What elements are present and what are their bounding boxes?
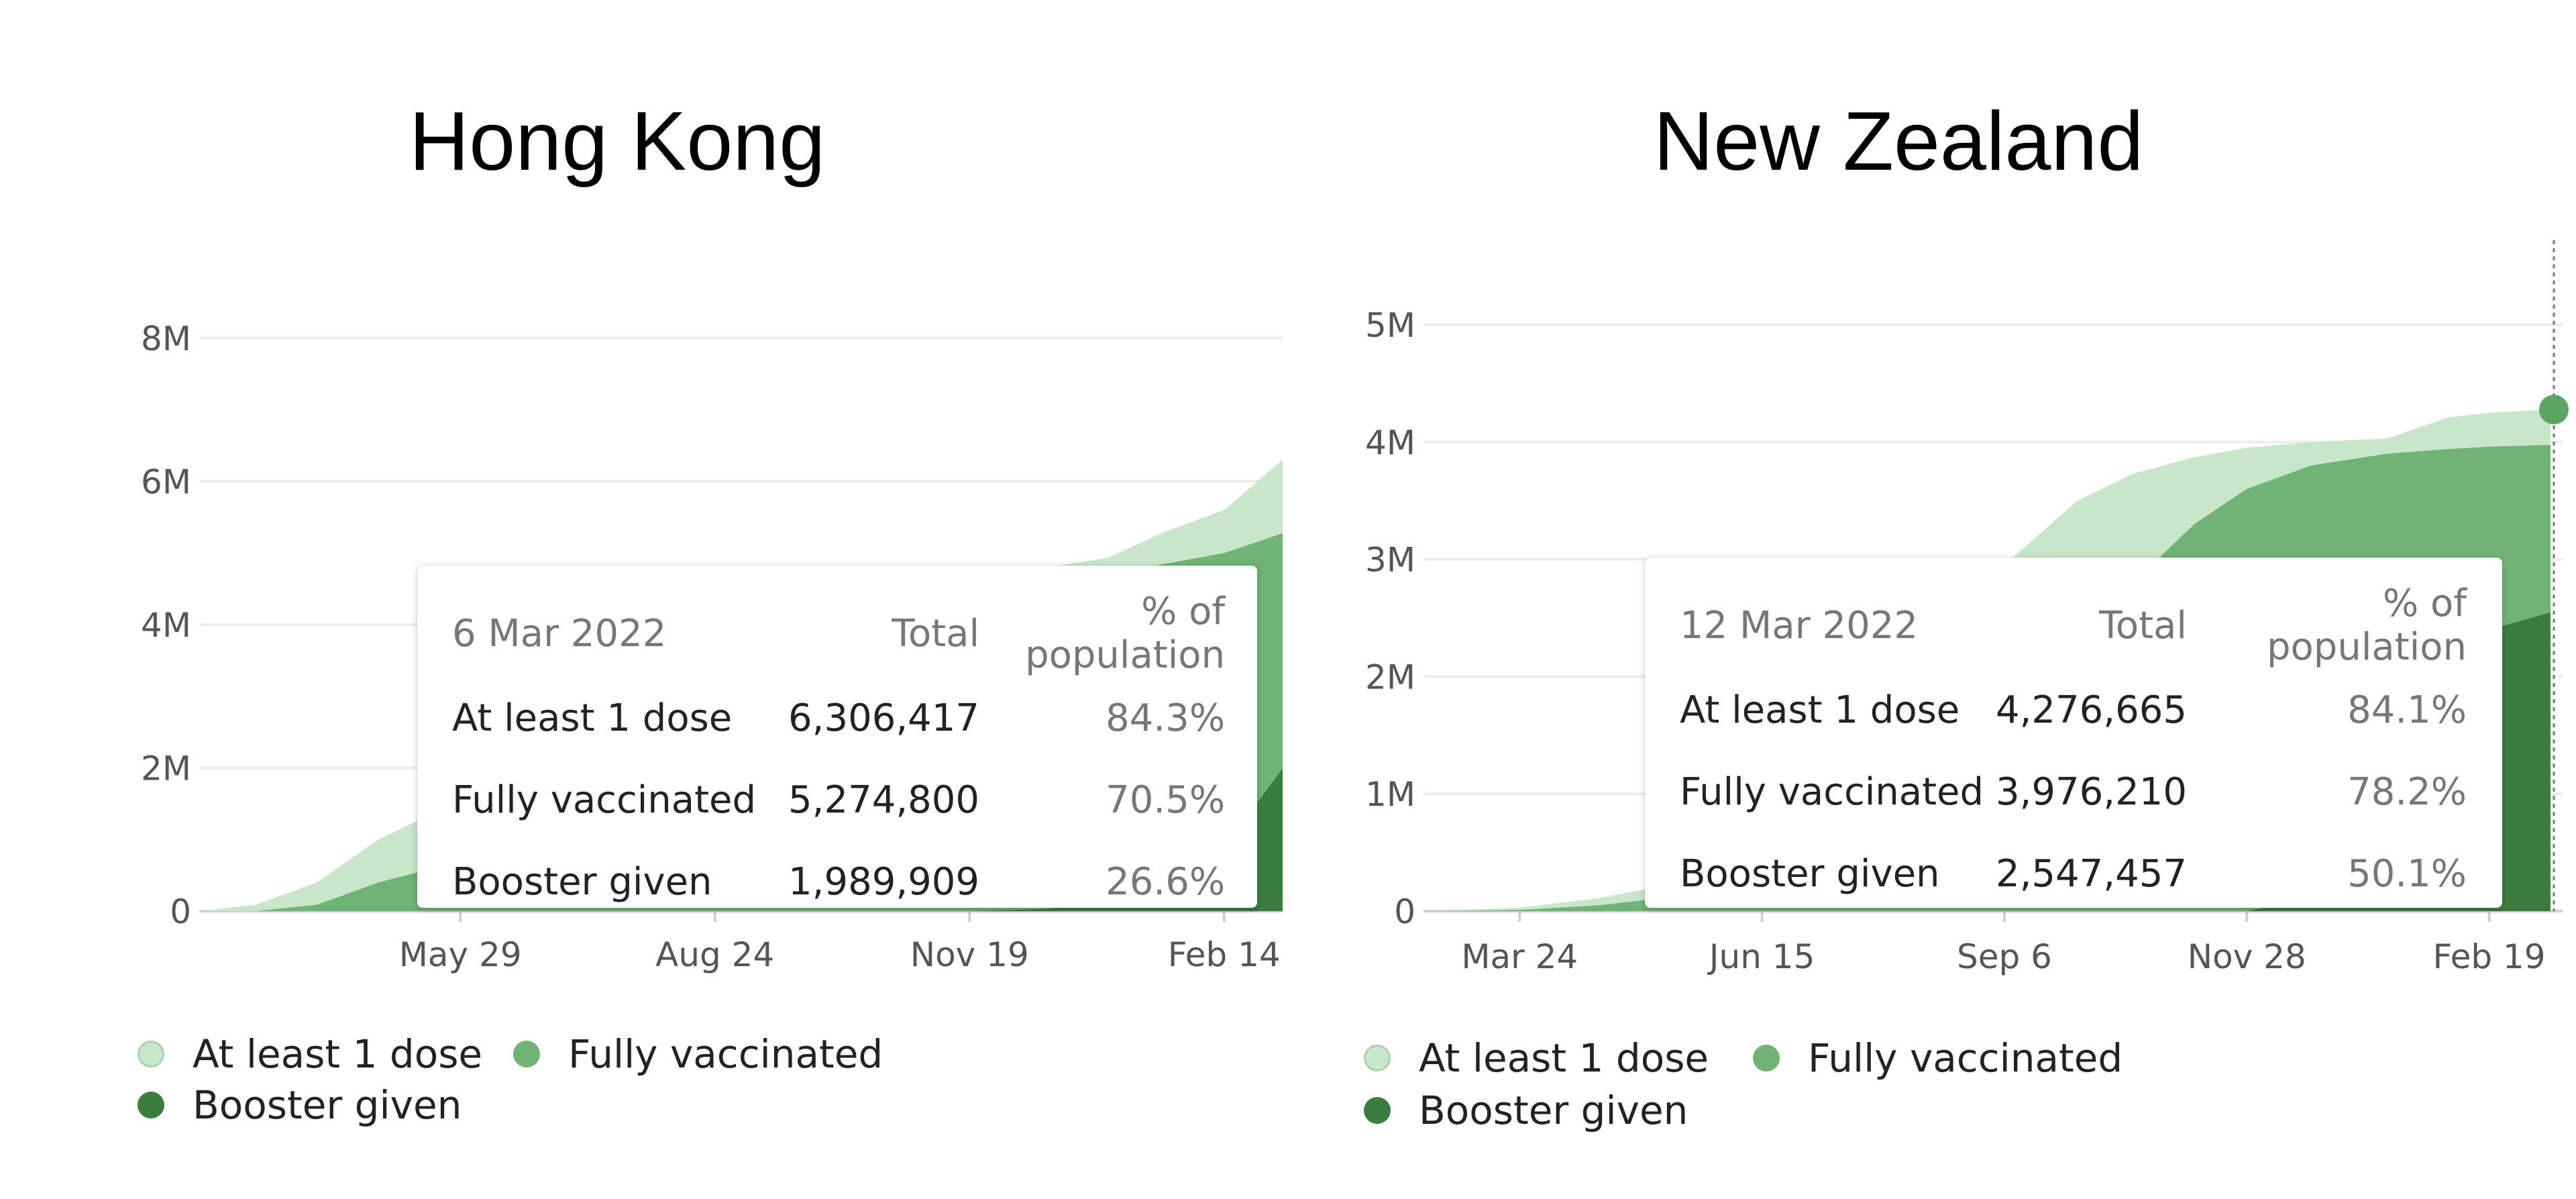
tooltip-row-pct: 50.1%	[2347, 851, 2467, 896]
chart-panel-new-zealand: New Zealand 0 1M 2M 3M 4M 5M Mar 24 Jun 15 Sep 6…	[1328, 0, 2576, 1199]
data-tooltip: 6 Mar 2022 Total % of population At leas…	[417, 566, 1257, 908]
chart-title: New Zealand	[1653, 95, 2144, 188]
tooltip-row-total: 2,547,457	[1995, 851, 2187, 896]
legend-swatch-dark-green	[1364, 1097, 1391, 1124]
legend-swatch-medium-green	[1753, 1045, 1780, 1072]
tooltip-row: Fully vaccinated 5,274,800 70.5%	[452, 759, 1225, 841]
tooltip-row-label: Fully vaccinated	[452, 778, 757, 822]
x-tick-label: Feb 19	[2433, 937, 2546, 976]
x-tick-label: Jun 15	[1707, 937, 1815, 976]
x-tick-label: Aug 24	[655, 935, 774, 974]
y-tick-label: 0	[170, 892, 191, 931]
x-tick-label: May 29	[399, 935, 522, 974]
legend-item-at-least-1-dose[interactable]: At least 1 dose	[138, 1031, 482, 1077]
tooltip-row-pct: 26.6%	[1106, 859, 1226, 904]
tooltip-header-pct: % of population	[2267, 582, 2467, 669]
tooltip-row-total: 3,976,210	[1995, 770, 2187, 814]
chart-title: Hong Kong	[409, 95, 826, 188]
tooltip-row-label: At least 1 dose	[452, 696, 733, 740]
x-tick-label: Sep 6	[1957, 937, 2052, 976]
tooltip-row-total: 5,274,800	[788, 778, 980, 822]
tooltip-row-label: Booster given	[1680, 851, 1940, 896]
tooltip-date: 6 Mar 2022	[452, 611, 667, 656]
tooltip-header-total: Total	[892, 611, 980, 656]
tooltip-row-label: At least 1 dose	[1680, 688, 1960, 732]
legend-label: Fully vaccinated	[1808, 1035, 2123, 1081]
legend-item-booster-given[interactable]: Booster given	[1364, 1088, 1688, 1133]
legend-label: Booster given	[193, 1082, 462, 1128]
tooltip-row-pct: 70.5%	[1106, 778, 1226, 822]
y-tick-label: 8M	[141, 319, 191, 358]
tooltip-date: 12 Mar 2022	[1680, 603, 1919, 647]
y-tick-label: 6M	[141, 463, 191, 502]
tooltip-header-total: Total	[2099, 603, 2187, 647]
x-tick-label: Nov 19	[910, 935, 1029, 974]
hover-marker[interactable]	[2539, 395, 2569, 425]
y-tick-label: 1M	[1365, 775, 1415, 814]
legend-item-booster-given[interactable]: Booster given	[138, 1082, 462, 1128]
data-tooltip: 12 Mar 2022 Total % of population At lea…	[1645, 558, 2502, 908]
tooltip-row: Fully vaccinated 3,976,210 78.2%	[1680, 751, 2467, 833]
legend-swatch-light-green	[138, 1041, 164, 1067]
legend-label: Fully vaccinated	[568, 1031, 883, 1077]
x-tick-label: Mar 24	[1461, 937, 1578, 976]
legend-item-at-least-1-dose[interactable]: At least 1 dose	[1364, 1035, 1709, 1081]
tooltip-row-pct: 78.2%	[2347, 770, 2467, 814]
y-tick-label: 2M	[141, 749, 191, 788]
legend-swatch-light-green	[1364, 1045, 1391, 1072]
legend-label: At least 1 dose	[193, 1031, 483, 1077]
tooltip-row-total: 6,306,417	[788, 696, 980, 740]
legend-item-fully-vaccinated[interactable]: Fully vaccinated	[1753, 1035, 2123, 1081]
y-tick-label: 4M	[1365, 423, 1415, 462]
legend-swatch-dark-green	[138, 1092, 164, 1118]
y-tick-label: 3M	[1365, 541, 1415, 580]
x-tick-label: Nov 28	[2188, 937, 2306, 976]
tooltip-row: Booster given 2,547,457 50.1%	[1680, 833, 2467, 915]
tooltip-row-pct: 84.1%	[2347, 688, 2467, 732]
legend-label: Booster given	[1419, 1088, 1688, 1133]
tooltip-row-pct: 84.3%	[1106, 696, 1226, 740]
chart-panel-hong-kong: Hong Kong 0 2M 4M 6M 8M May 29 Aug 24 Nov 19 Feb…	[138, 95, 1283, 1128]
legend-swatch-medium-green	[513, 1041, 540, 1067]
tooltip-row: At least 1 dose 4,276,665 84.1%	[1680, 669, 2467, 751]
tooltip-header-pct: % of population	[1025, 590, 1226, 677]
y-tick-label: 4M	[141, 606, 191, 645]
tooltip-row-label: Fully vaccinated	[1680, 770, 1984, 814]
legend-item-fully-vaccinated[interactable]: Fully vaccinated	[513, 1031, 883, 1077]
tooltip-row: Booster given 1,989,909 26.6%	[452, 841, 1225, 923]
tooltip-row: At least 1 dose 6,306,417 84.3%	[452, 677, 1225, 759]
y-tick-label: 2M	[1365, 658, 1415, 696]
y-tick-label: 0	[1394, 892, 1415, 931]
tooltip-row-label: Booster given	[452, 859, 712, 904]
x-tick-label: Feb 14	[1168, 935, 1281, 974]
legend-label: At least 1 dose	[1419, 1035, 1709, 1081]
y-tick-label: 5M	[1365, 306, 1415, 345]
tooltip-row-total: 4,276,665	[1995, 688, 2187, 732]
tooltip-row-total: 1,989,909	[788, 859, 980, 904]
